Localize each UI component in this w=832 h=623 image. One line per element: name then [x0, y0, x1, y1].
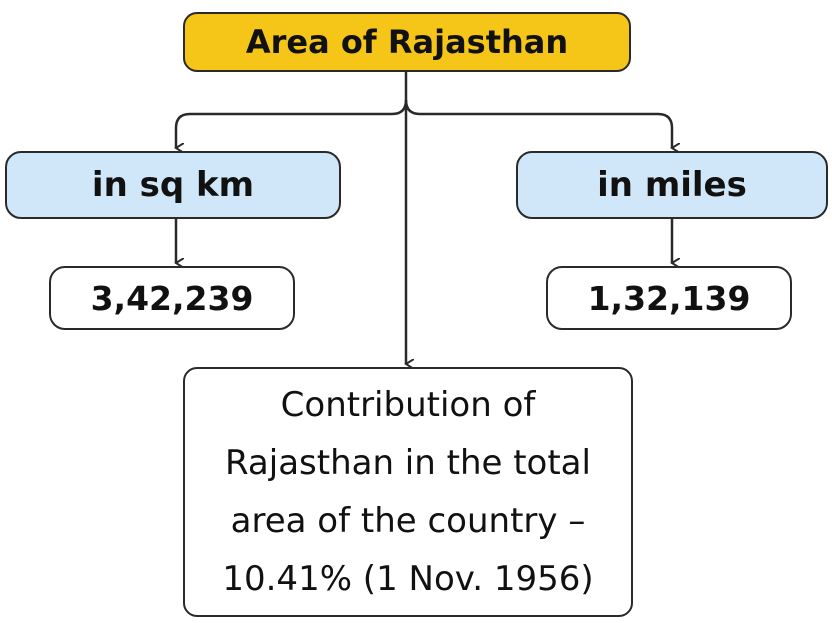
unit-box-miles: in miles [516, 151, 828, 219]
unit-box-sq-km: in sq km [5, 151, 341, 219]
left-branch-connector [176, 99, 408, 148]
right-branch-connector [404, 99, 672, 148]
note-line: Contribution of [280, 385, 536, 425]
note-line: area of the country – [230, 501, 586, 541]
diagram-title: Area of Rajasthan [183, 12, 631, 72]
contribution-note: Contribution of Rajasthan in the total a… [183, 367, 633, 617]
value-box-sq-km: 3,42,239 [49, 266, 295, 330]
value-box-miles: 1,32,139 [546, 266, 792, 330]
note-line: Rajasthan in the total [225, 443, 591, 483]
note-line: 10.41% (1 Nov. 1956) [222, 559, 594, 599]
